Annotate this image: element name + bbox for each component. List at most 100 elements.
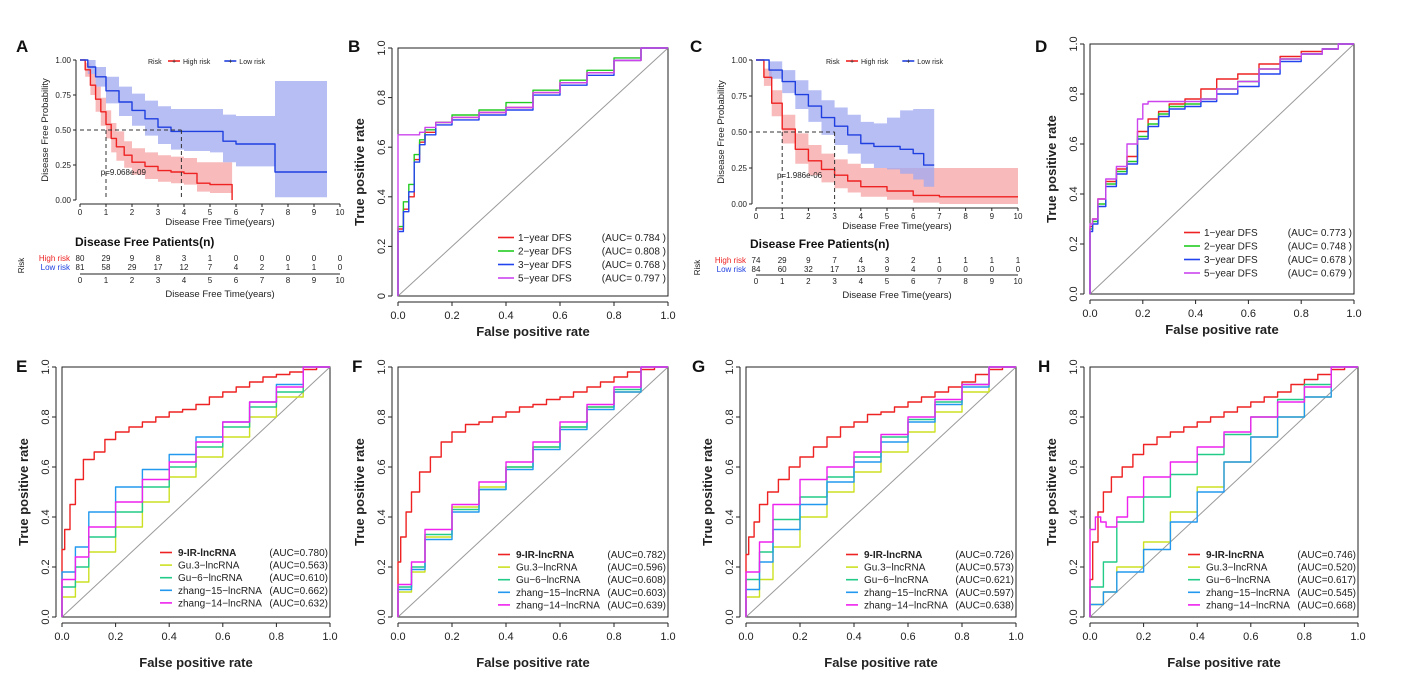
risk-table-cell: 4 — [859, 256, 864, 265]
legend-series-name: zhang−14−lncRNA — [178, 598, 262, 609]
risk-table-cell: 0 — [234, 254, 239, 263]
plot-frame — [1089, 43, 1355, 295]
panel-letter: H — [1038, 357, 1050, 376]
y-tick-label: 0.0 — [40, 609, 52, 624]
y-tick-label: 0.25 — [55, 161, 71, 170]
y-tick-label: 1.00 — [55, 56, 71, 65]
y-tick-label: 0.2 — [724, 559, 736, 574]
y-tick-label: 0.8 — [1068, 86, 1080, 101]
risk-table-cell: 17 — [830, 265, 839, 274]
x-tick-label: 0.4 — [1190, 631, 1205, 643]
y-axis: 0.00 0.25 0.50 0.75 1.00 — [731, 56, 753, 209]
legend-series-name: Gu.3−lncRNA — [178, 561, 240, 572]
y-tick-label: 0.0 — [376, 609, 388, 624]
y-axis: 0.0 0.2 0.4 0.6 0.8 1.0 — [1068, 359, 1085, 625]
y-tick-label: 0 — [376, 293, 388, 299]
roc-curve-2 — [397, 47, 668, 296]
risk-table-tick-label: 8 — [963, 277, 968, 286]
x-axis-title: False positive rate — [476, 324, 589, 339]
roc-curve-5 — [61, 366, 330, 617]
y-tick-label: 1.0 — [724, 359, 736, 374]
confidence-band-2 — [80, 60, 327, 198]
reference-diagonal — [397, 366, 669, 618]
x-tick-label: 8 — [963, 212, 968, 221]
y-axis-title: True positive rate — [1044, 438, 1059, 546]
x-tick-label: 1.0 — [322, 631, 337, 643]
x-tick-label: 10 — [1014, 212, 1023, 221]
risk-table-cell: 29 — [128, 263, 137, 272]
legend-auc: (AUC=0.782) — [607, 550, 666, 561]
x-tick-label: 0.8 — [1297, 631, 1312, 643]
x-tick-label: 7 — [260, 208, 265, 217]
risk-table-cell: 7 — [208, 263, 213, 272]
legend: 1−year DFS (AUC= 0.784 ) 2−year DFS (AUC= 0… — [498, 233, 666, 285]
x-tick-label: 0.2 — [1136, 631, 1151, 643]
risk-table-row-label: Low risk — [41, 263, 71, 272]
legend-label: Low risk — [917, 59, 943, 66]
legend: Risk + High risk + Low risk — [148, 59, 265, 67]
risk-table-cell: 1 — [963, 256, 968, 265]
x-tick-label: 8 — [286, 208, 291, 217]
x-tick-label: 0.4 — [846, 631, 861, 643]
x-tick-label: 0.6 — [900, 631, 915, 643]
risk-table-cell: 1 — [990, 256, 995, 265]
x-axis-title: False positive rate — [1167, 655, 1280, 670]
risk-table-cell: 1 — [208, 254, 213, 263]
y-tick-label: 0.4 — [376, 189, 388, 204]
x-tick-label: 6 — [234, 208, 239, 217]
x-axis: 0.0 0.2 0.4 0.6 0.8 1.0 — [1082, 622, 1366, 643]
risk-table-tick-label: 5 — [208, 276, 213, 285]
panel-letter: F — [352, 357, 362, 376]
x-tick-label: 0.4 — [498, 631, 513, 643]
p-value: p=9.068e-09 — [101, 168, 147, 177]
legend-series-name: 5−year DFS — [1204, 269, 1258, 280]
risk-table-cell: 1 — [312, 263, 317, 272]
legend-label: High risk — [183, 59, 211, 66]
y-tick-label: 0.2 — [1068, 559, 1080, 574]
y-tick-label: 0.8 — [1068, 409, 1080, 424]
x-tick-label: 0.6 — [1243, 631, 1258, 643]
legend-auc: (AUC=0.617) — [1297, 575, 1356, 586]
legend: 9-IR-lncRNA (AUC=0.726) Gu.3−lncRNA (AUC=0.… — [846, 550, 1014, 611]
risk-table-tick-label: 4 — [182, 276, 187, 285]
y-tick-label: 1.0 — [376, 40, 388, 55]
y-tick-label: 0.6 — [376, 140, 388, 155]
x-tick-label: 0.8 — [606, 310, 621, 322]
risk-table-tick-label: 3 — [156, 276, 161, 285]
x-tick-label: 0 — [78, 208, 83, 217]
x-tick-label: 0.6 — [1241, 308, 1256, 320]
panel-a: A0.000.250.500.751.000 1 2 3 4 5 6 7 8 9 10Disease… — [16, 37, 345, 300]
risk-table-cell: 4 — [911, 265, 916, 274]
legend-series-name: 1−year DFS — [1204, 228, 1258, 239]
risk-table-cell: 1 — [286, 263, 291, 272]
y-tick-label: 0.6 — [1068, 459, 1080, 474]
legend-auc: (AUC=0.638) — [955, 600, 1014, 611]
risk-table-tick-label: 2 — [806, 277, 811, 286]
x-tick-label: 7 — [937, 212, 942, 221]
legend-auc: (AUC=0.563) — [269, 561, 328, 572]
risk-table-risk-label: Risk — [693, 259, 702, 276]
y-tick-label: 1.0 — [1068, 359, 1080, 374]
legend-series-name: 3−year DFS — [1204, 255, 1258, 266]
risk-table-cell: 81 — [76, 263, 85, 272]
x-tick-label: 0.0 — [54, 631, 69, 643]
legend-auc: (AUC=0.610) — [269, 573, 328, 584]
x-axis-title: False positive rate — [139, 655, 252, 670]
y-tick-label: 0.4 — [1068, 186, 1080, 201]
legend-marker: + — [172, 59, 176, 66]
x-tick-label: 0.2 — [792, 631, 807, 643]
x-tick-label: 0.2 — [108, 631, 123, 643]
x-tick-label: 0.0 — [390, 310, 405, 322]
x-tick-label: 1.0 — [660, 631, 675, 643]
risk-table-cell: 29 — [102, 254, 111, 263]
risk-table-cell: 0 — [338, 254, 343, 263]
risk-table-cell: 0 — [286, 254, 291, 263]
y-tick-label: 1.00 — [731, 56, 747, 65]
risk-table-cell: 9 — [885, 265, 890, 274]
legend-series-name: zhang−14−lncRNA — [1206, 600, 1290, 611]
y-tick-label: 0.00 — [731, 200, 747, 209]
panel-letter: B — [348, 37, 360, 56]
legend-series-name: 5−year DFS — [518, 274, 572, 285]
panel-e: E 0.0 0.2 0.4 0.6 0.8 1.0 0.0 0.2 0.4 0.6 0.8 1.0 Fal… — [16, 357, 338, 670]
risk-table-cell: 3 — [885, 256, 890, 265]
